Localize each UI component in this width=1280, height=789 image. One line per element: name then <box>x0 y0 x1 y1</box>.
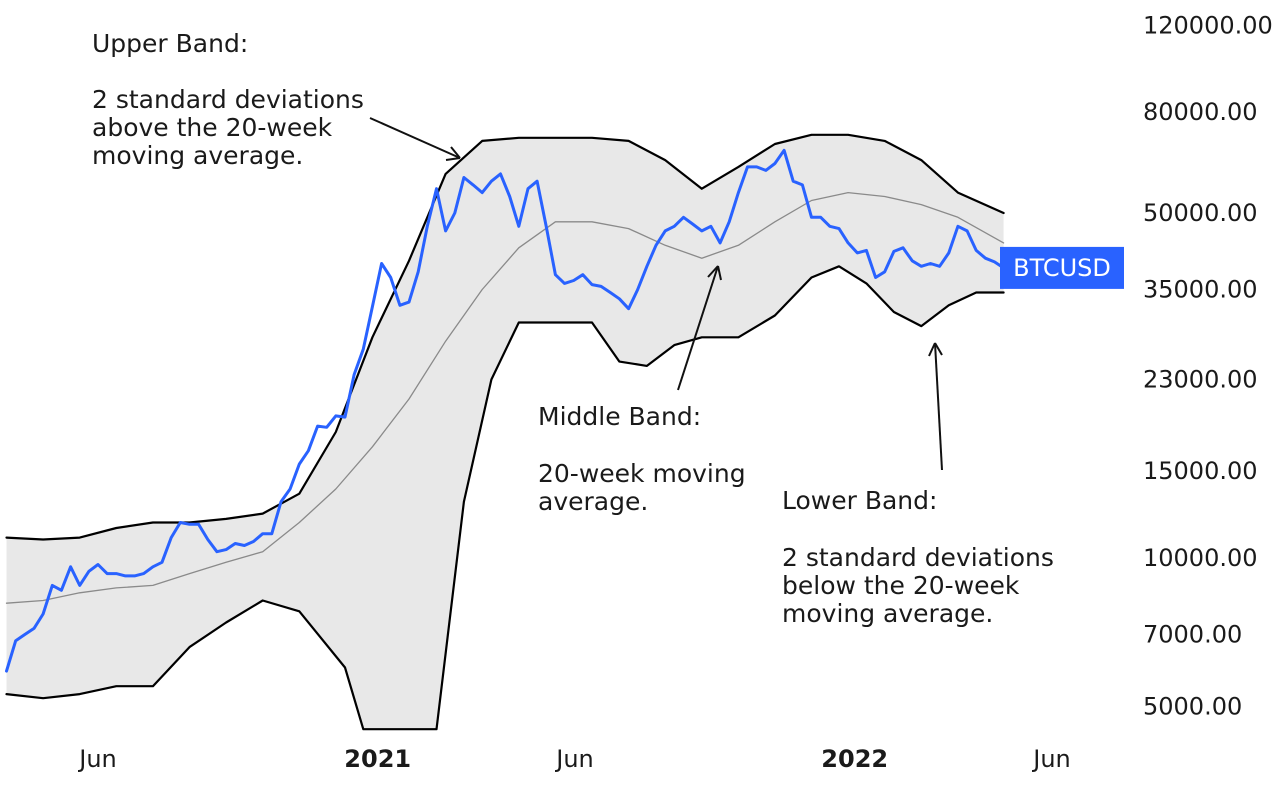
upper-band-arrow <box>369 117 461 161</box>
lower-band-line-1: 2 standard deviations <box>782 543 1054 572</box>
upper-band-line-2: above the 20-week <box>92 113 333 142</box>
y-axis: 120000.00 80000.00 50000.00 35000.00 23000.0… <box>1143 11 1273 720</box>
series-line-upper-band <box>5 133 1005 541</box>
lower-band-line-2: below the 20-week <box>782 571 1020 600</box>
lower-band-arrow <box>928 342 943 471</box>
upper-band-line-1: 2 standard deviations <box>92 85 364 114</box>
price-badge: BTCUSD <box>1000 246 1124 289</box>
x-axis: Jun 2021 Jun 2022 Jun <box>77 745 1071 773</box>
y-tick-label: 15000.00 <box>1143 457 1258 485</box>
y-tick-label: 35000.00 <box>1143 276 1258 304</box>
y-tick-label: 23000.00 <box>1143 366 1258 394</box>
middle-band-line-1: 20-week moving <box>538 459 746 488</box>
y-tick-label: 80000.00 <box>1143 98 1258 126</box>
lower-band-title: Lower Band: <box>782 486 937 515</box>
x-tick-label: 2021 <box>344 745 411 773</box>
y-tick-label: 5000.00 <box>1143 693 1242 721</box>
middle-band-title: Middle Band: <box>538 402 701 431</box>
series-line-btcusd <box>5 148 1006 673</box>
x-tick-label: 2022 <box>821 745 888 773</box>
lower-band-line-3: moving average. <box>782 599 993 628</box>
y-tick-label: 10000.00 <box>1143 544 1258 572</box>
price-badge-label: BTCUSD <box>1013 254 1111 282</box>
middle-band-arrow <box>677 265 722 391</box>
y-tick-label: 7000.00 <box>1143 621 1242 649</box>
upper-band-line-3: moving average. <box>92 141 303 170</box>
x-tick-label: Jun <box>554 745 594 773</box>
band-fill-area <box>6 134 1004 730</box>
annotations: Upper Band: 2 standard deviations above … <box>92 29 1054 628</box>
x-tick-label: Jun <box>1031 745 1071 773</box>
upper-band-title: Upper Band: <box>92 29 248 58</box>
y-tick-label: 120000.00 <box>1143 11 1273 39</box>
middle-band-line-2: average. <box>538 487 648 516</box>
series-line-middle-band <box>5 191 1005 604</box>
plot-area <box>5 133 1006 731</box>
y-tick-label: 50000.00 <box>1143 199 1258 227</box>
annotation-arrows <box>369 117 943 471</box>
series-line-lower-band <box>5 265 1005 731</box>
price-badge-box <box>1000 246 1124 289</box>
x-tick-label: Jun <box>77 745 117 773</box>
